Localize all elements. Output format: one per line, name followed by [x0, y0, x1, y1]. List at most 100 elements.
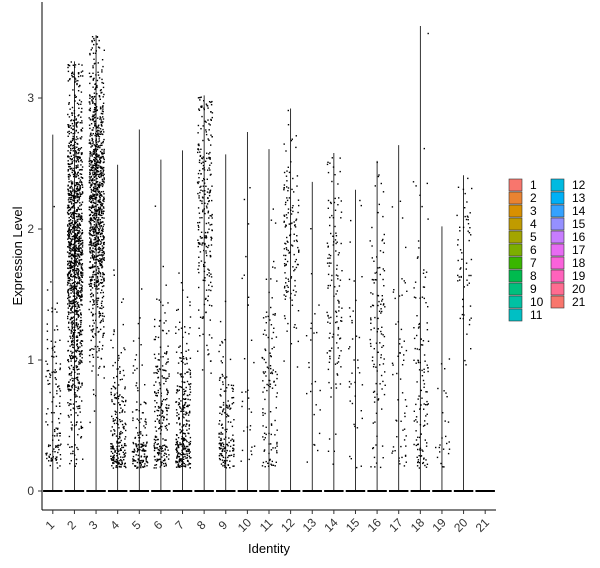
point — [94, 245, 97, 247]
point — [96, 154, 98, 156]
point — [101, 227, 104, 229]
point — [210, 281, 212, 284]
point — [69, 335, 71, 338]
legend-key-3 — [508, 204, 523, 218]
point — [272, 208, 274, 210]
point — [113, 454, 115, 456]
point — [96, 133, 98, 136]
point — [157, 405, 160, 408]
point — [98, 140, 101, 142]
point — [138, 446, 140, 448]
point — [335, 235, 338, 237]
point — [72, 139, 74, 142]
point — [264, 348, 266, 350]
point — [98, 367, 100, 369]
point — [114, 419, 116, 421]
point — [265, 311, 268, 313]
point — [177, 452, 180, 455]
point — [89, 261, 91, 263]
point — [188, 425, 190, 427]
point — [70, 302, 72, 304]
point — [200, 231, 203, 233]
point — [226, 405, 228, 407]
point — [90, 153, 92, 155]
point — [168, 404, 170, 407]
point — [88, 159, 91, 161]
point — [68, 156, 70, 158]
point — [124, 388, 126, 390]
point — [60, 443, 62, 445]
point — [75, 424, 77, 426]
point — [121, 410, 124, 412]
point — [74, 242, 76, 245]
point — [72, 452, 74, 455]
point — [77, 407, 79, 410]
point — [202, 209, 204, 211]
point — [98, 247, 100, 249]
point — [92, 325, 94, 327]
point — [198, 108, 200, 110]
point — [265, 361, 267, 364]
point — [210, 144, 212, 146]
point — [69, 208, 72, 211]
point — [79, 186, 81, 189]
legend-label-7: 7 — [530, 256, 537, 270]
point — [135, 382, 138, 384]
point — [97, 240, 99, 243]
point — [262, 371, 265, 373]
point — [232, 444, 235, 446]
point — [241, 277, 243, 280]
point — [90, 206, 92, 208]
point — [88, 232, 90, 234]
legend-label-5: 5 — [530, 230, 537, 244]
point — [81, 400, 83, 402]
point — [204, 261, 206, 264]
point — [71, 161, 73, 163]
point — [98, 96, 101, 98]
point — [78, 232, 80, 235]
point — [405, 435, 407, 437]
point — [77, 161, 80, 163]
point — [200, 128, 202, 130]
point — [226, 428, 228, 431]
point — [89, 237, 91, 239]
point — [68, 229, 70, 231]
point — [145, 459, 147, 461]
point — [71, 303, 73, 305]
point — [457, 239, 459, 241]
point — [93, 43, 95, 46]
point — [383, 285, 385, 287]
point — [157, 438, 159, 441]
point — [81, 193, 83, 195]
point — [225, 416, 228, 418]
point — [209, 151, 211, 154]
point — [123, 465, 125, 467]
point — [399, 200, 402, 202]
point — [205, 311, 207, 314]
point — [95, 224, 98, 227]
x-tick-label: 12 — [278, 515, 298, 535]
legend-key-10 — [508, 295, 523, 309]
point — [136, 401, 138, 403]
point — [103, 196, 105, 198]
point — [77, 220, 79, 222]
point — [161, 447, 163, 450]
point — [247, 304, 249, 306]
point — [369, 338, 371, 341]
point — [394, 450, 396, 452]
point — [395, 419, 397, 421]
point — [339, 383, 342, 385]
point — [176, 309, 178, 311]
point — [77, 268, 79, 270]
point — [103, 180, 105, 183]
point — [71, 183, 73, 185]
point — [114, 413, 117, 415]
point — [115, 458, 118, 461]
point — [176, 389, 178, 392]
point — [73, 207, 76, 209]
point — [161, 456, 163, 458]
point — [95, 249, 97, 251]
point — [349, 241, 351, 243]
point — [97, 236, 99, 238]
point — [176, 457, 178, 459]
